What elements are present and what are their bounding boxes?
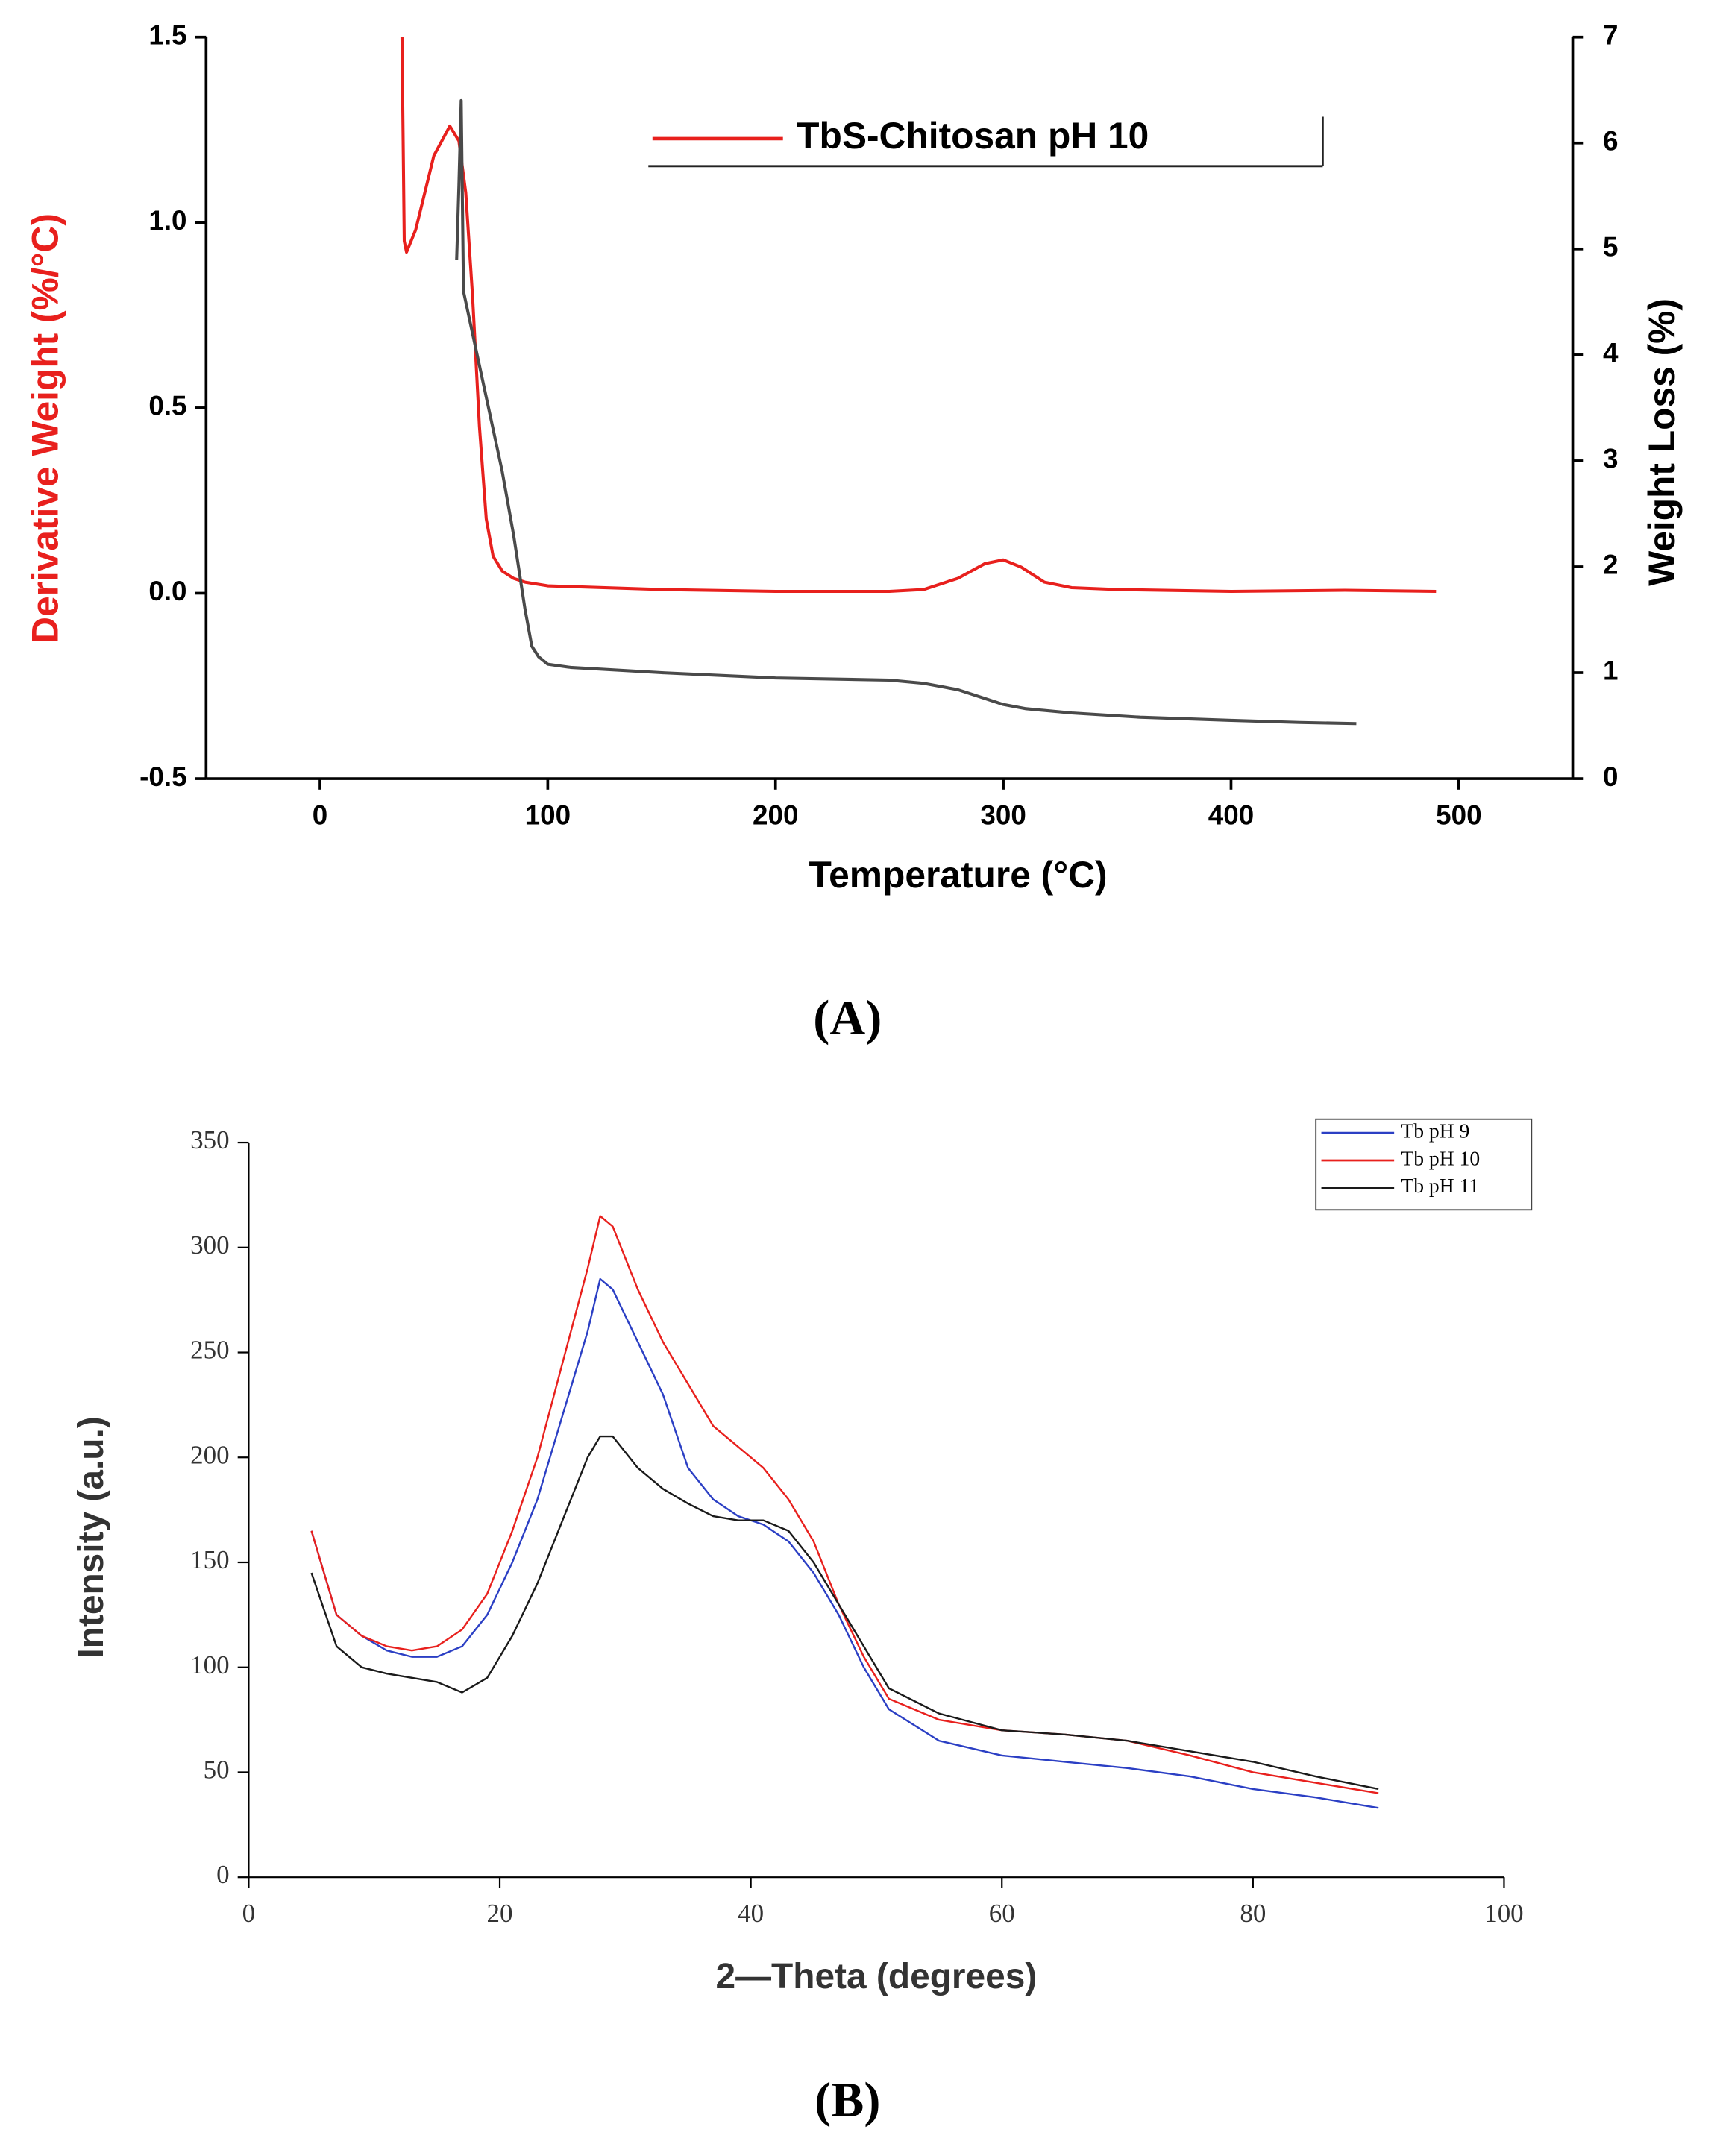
y-tick-label: 1.5 — [148, 19, 186, 50]
y2-tick-label: 6 — [1603, 125, 1618, 156]
x-tick-label: 0 — [313, 799, 327, 830]
y-tick-label: 200 — [190, 1440, 229, 1469]
legend-box — [1315, 1118, 1533, 1211]
y-axis-label: Intensity (a.u.) — [72, 1416, 111, 1658]
legend-label: Tb pH 11 — [1401, 1174, 1479, 1197]
y-tick-label: 0 — [216, 1860, 229, 1889]
x-tick-label: 300 — [980, 799, 1026, 830]
y-tick-label: 350 — [190, 1125, 229, 1154]
series-line — [310, 1277, 1379, 1809]
y2-tick-label: 7 — [1603, 19, 1618, 50]
y2-tick-label: 0 — [1603, 761, 1618, 792]
legend-label: Tb pH 9 — [1401, 1119, 1469, 1142]
x-axis-label: 2—Theta (degrees) — [716, 1957, 1038, 1996]
series-line — [400, 37, 1437, 594]
y2-axis-label: Weight Loss (%) — [1641, 298, 1683, 586]
x-tick-label: 100 — [525, 799, 571, 830]
y2-tick-label: 2 — [1603, 550, 1618, 580]
y-tick-label: -0.5 — [139, 761, 186, 792]
series-line — [455, 98, 1357, 726]
x-tick-label: 500 — [1436, 799, 1481, 830]
x-tick-label: 20 — [487, 1899, 513, 1928]
y2-tick-label: 4 — [1603, 338, 1619, 368]
series-line — [310, 1435, 1379, 1791]
x-tick-label: 200 — [753, 799, 798, 830]
y2-tick-label: 5 — [1603, 232, 1618, 263]
caption: (B) — [814, 2073, 880, 2128]
x-tick-label: 0 — [242, 1899, 255, 1928]
y-tick-label: 250 — [190, 1336, 229, 1365]
y-tick-label: 0.0 — [148, 576, 186, 606]
x-tick-label: 400 — [1208, 799, 1254, 830]
y-tick-label: 50 — [204, 1755, 230, 1784]
series-line — [310, 1215, 1379, 1794]
legend-label: TbS-Chitosan pH 10 — [797, 115, 1149, 157]
caption: (A) — [813, 991, 882, 1046]
x-tick-label: 60 — [989, 1899, 1015, 1928]
x-axis-label: Temperature (°C) — [809, 854, 1107, 896]
y-tick-label: 300 — [190, 1231, 229, 1260]
x-tick-label: 40 — [738, 1899, 764, 1928]
y-tick-label: 0.5 — [148, 391, 186, 421]
y-tick-label: 100 — [190, 1650, 229, 1679]
y2-tick-label: 3 — [1603, 444, 1618, 474]
x-tick-label: 100 — [1484, 1899, 1523, 1928]
legend-label: Tb pH 10 — [1401, 1146, 1480, 1169]
y-tick-label: 1.0 — [148, 205, 186, 236]
y-tick-label: 150 — [190, 1545, 229, 1574]
x-tick-label: 80 — [1240, 1899, 1266, 1928]
y-axis-label: Derivative Weight (%/°C) — [25, 213, 66, 644]
y2-tick-label: 1 — [1603, 656, 1618, 686]
